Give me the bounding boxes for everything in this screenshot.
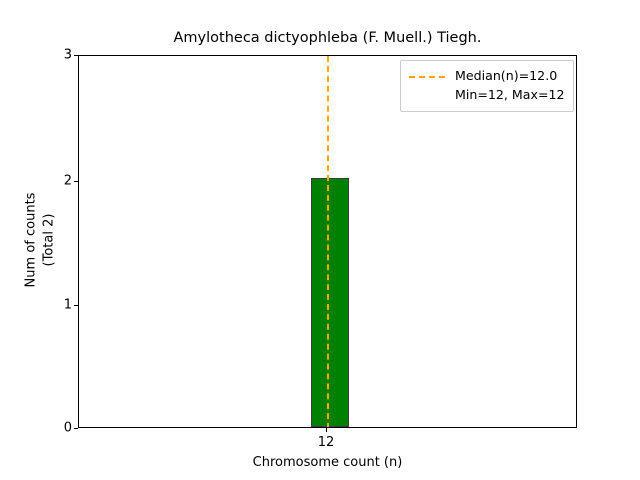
plot-area [78,55,577,428]
legend-label-median: Median(n)=12.0 [455,68,558,84]
y-tick-label: 2 [63,173,72,189]
legend-label-minmax: Min=12, Max=12 [455,87,565,103]
x-tick-mark [326,428,327,432]
y-tick-label: 0 [63,420,72,436]
chart-legend: Median(n)=12.0 Min=12, Max=12 [400,60,574,112]
y-axis-label-wrapper: Num of counts (Total 2) [23,54,59,427]
chart-title: Amylotheca dictyophleba (F. Muell.) Tieg… [173,30,482,46]
y-tick-label: 1 [63,297,72,313]
y-tick-mark [74,181,78,183]
x-tick-label: 12 [317,435,335,450]
legend-entry-minmax: Min=12, Max=12 [409,86,565,105]
y-tick-mark [74,428,78,429]
y-tick-label: 3 [63,47,72,63]
legend-entry-median: Median(n)=12.0 [409,67,565,86]
y-axis-label: Num of counts (Total 2) [23,192,57,288]
plot-inner [79,56,576,427]
bar-chromosome-count-12 [311,178,349,427]
median-line [327,56,329,427]
y-tick-mark [74,304,78,306]
x-axis-label: Chromosome count (n) [252,455,403,470]
y-tick-mark [74,55,78,56]
